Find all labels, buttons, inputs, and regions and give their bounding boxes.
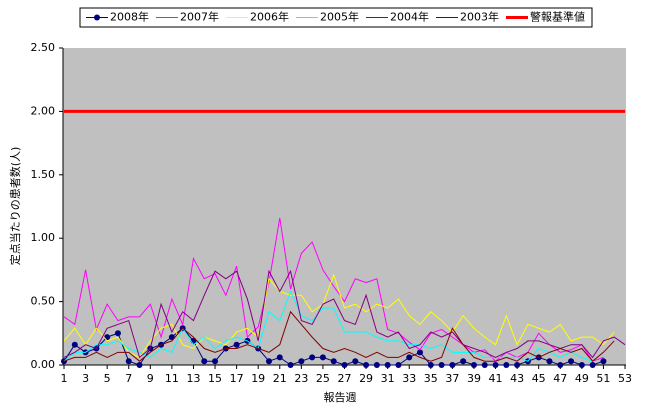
point (136, 362, 143, 368)
y-tick-label: 2.00 (31, 104, 56, 117)
x-tick-label: 29 (359, 372, 373, 385)
x-tick-label: 33 (402, 372, 416, 385)
legend (79, 7, 593, 28)
x-tick-label: 45 (532, 372, 546, 385)
point (406, 354, 413, 361)
point (438, 362, 445, 368)
point (557, 362, 564, 368)
x-tick-label: 41 (489, 372, 503, 385)
point (319, 354, 326, 361)
x-tick-label: 35 (424, 372, 438, 385)
x-tick-label: 7 (125, 372, 132, 385)
point (330, 358, 337, 365)
y-tick-label: 0.50 (31, 295, 56, 308)
y-tick-label: 1.50 (31, 168, 56, 181)
point (201, 358, 208, 365)
x-tick-label: 49 (575, 372, 589, 385)
point (373, 362, 380, 368)
legend-label: 2007年 (180, 10, 219, 24)
x-tick-label: 27 (338, 372, 352, 385)
series-line (63, 290, 604, 362)
point (578, 362, 585, 368)
x-tick-label: 13 (186, 372, 200, 385)
point (341, 362, 348, 368)
x-tick-label: 3 (82, 372, 89, 385)
point (71, 341, 78, 348)
point (427, 362, 434, 368)
y-tick-label: 1.00 (31, 231, 56, 244)
x-tick-label: 9 (147, 372, 154, 385)
point (309, 354, 316, 361)
point (589, 362, 596, 368)
plot-area (63, 48, 626, 365)
point (470, 362, 477, 368)
x-tick-label: 53 (618, 372, 632, 385)
series-line (63, 273, 615, 359)
y-tick-label: 2.50 (31, 41, 56, 54)
series-line (63, 217, 604, 362)
point (276, 354, 283, 361)
point (546, 358, 553, 365)
point (417, 349, 424, 356)
series-line (63, 269, 626, 359)
point (265, 358, 272, 365)
point (212, 358, 219, 365)
x-tick-label: 51 (596, 372, 610, 385)
legend-label: 2006年 (250, 10, 289, 24)
point (600, 358, 607, 365)
x-tick-label: 1 (61, 372, 68, 385)
point (492, 362, 499, 368)
x-tick-label: 11 (165, 372, 179, 385)
x-tick-label: 37 (445, 372, 459, 385)
x-tick-label: 15 (208, 372, 222, 385)
x-axis-label: 報告週 (324, 391, 357, 404)
x-tick-label: 5 (104, 372, 111, 385)
legend-label: 2004年 (390, 10, 429, 24)
x-tick-label: 31 (381, 372, 395, 385)
point (298, 358, 305, 365)
point (460, 358, 467, 365)
x-tick-label: 47 (553, 372, 567, 385)
point (287, 362, 294, 368)
x-tick-label: 23 (294, 372, 308, 385)
point (363, 362, 370, 368)
y-axis-label: 定点当たりの患者数(人) (8, 147, 22, 266)
legend-label: 2005年 (320, 10, 359, 24)
series-line (63, 310, 615, 362)
point (125, 358, 132, 365)
x-tick-label: 19 (251, 372, 265, 385)
point (449, 362, 456, 368)
x-tick-label: 17 (230, 372, 244, 385)
point (114, 330, 121, 337)
y-tick-label: 0.00 (31, 358, 56, 371)
point (481, 362, 488, 368)
x-tick-label: 43 (510, 372, 524, 385)
x-tick-label: 39 (467, 372, 481, 385)
point (503, 362, 510, 368)
point (233, 341, 240, 348)
legend-label: 2008年 (110, 10, 149, 24)
legend-label: 警報基準値 (530, 10, 585, 24)
point (568, 358, 575, 365)
point (395, 362, 402, 368)
point (352, 358, 359, 365)
x-tick-label: 21 (273, 372, 287, 385)
legend-label: 2003年 (460, 10, 499, 24)
point (514, 362, 521, 368)
point (384, 362, 391, 368)
x-tick-label: 25 (316, 372, 330, 385)
legend-marker (94, 14, 100, 21)
